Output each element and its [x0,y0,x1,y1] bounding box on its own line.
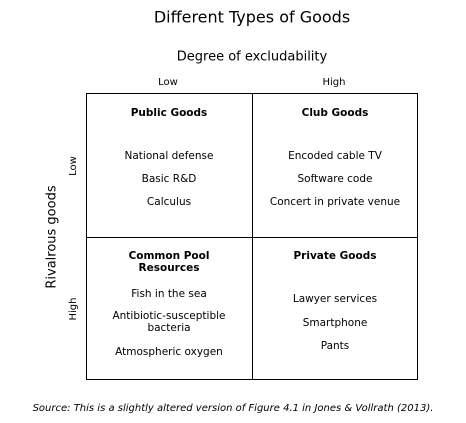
title: Different Types of Goods [154,8,350,27]
x-category: Low [158,77,178,88]
y-category: High [68,298,79,321]
cell-item: Calculus [147,196,191,208]
cell-item: Basic R&D [142,173,197,185]
cell-item: Fish in the sea [131,288,207,300]
cell-item: Lawyer services [293,293,377,305]
cell-item: Smartphone [303,317,368,329]
cell-title: Club Goods [302,107,369,119]
cell-item: National defense [125,150,214,162]
cell-item: Pants [321,340,350,352]
y-category: Low [68,156,79,176]
cell-title: Private Goods [293,250,376,262]
y-axis-label: Rivalrous goods [45,185,60,288]
cells: Public Goods National defense Basic R&D Cal… [112,107,400,358]
cell-item: Antibiotic-susceptible [112,310,225,322]
cell-item: Encoded cable TV [288,150,383,162]
cell-item: Concert in private venue [270,196,400,208]
cell-item: Software code [298,173,373,185]
cell-title: Resources [139,262,200,274]
x-category: High [323,77,346,88]
cell-item: Atmospheric oxygen [115,346,223,358]
cell-title: Common Pool [129,250,210,262]
cell-item: bacteria [147,322,190,334]
cell-title: Public Goods [131,107,208,119]
source: Source: This is a slightly altered versi… [33,403,434,414]
x-axis-label: Degree of excludability [177,50,328,65]
